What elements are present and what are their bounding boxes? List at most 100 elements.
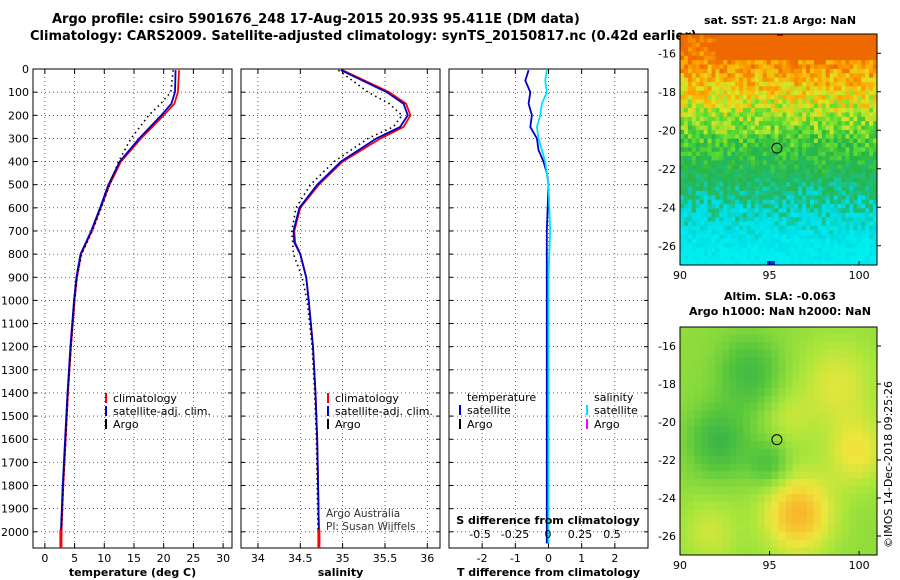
map-cell xyxy=(834,327,843,335)
map-cell xyxy=(699,129,705,135)
map-cell xyxy=(810,121,815,126)
map-cell xyxy=(806,448,815,457)
map-cell xyxy=(829,190,835,196)
map-cell xyxy=(727,151,732,157)
map-cell xyxy=(786,51,791,57)
map-cell xyxy=(829,134,835,140)
map-cell xyxy=(743,208,748,214)
map-cell xyxy=(746,34,752,39)
map-cell xyxy=(810,212,815,218)
map-cell xyxy=(695,51,701,57)
map-cell xyxy=(853,134,858,140)
map-cell xyxy=(841,471,850,480)
map-cell xyxy=(695,60,701,65)
map-cell xyxy=(821,99,827,105)
map-cell xyxy=(703,34,708,39)
map-cell xyxy=(782,243,787,248)
map-cell xyxy=(746,238,752,244)
map-cell xyxy=(750,365,758,373)
map-cell xyxy=(766,251,772,257)
map-cell xyxy=(841,238,846,244)
map-cell xyxy=(829,221,835,227)
map-cell xyxy=(739,177,744,183)
map-cell xyxy=(766,138,772,144)
map-cell xyxy=(813,60,819,65)
map-cell xyxy=(849,34,854,39)
map-cell xyxy=(786,55,791,61)
map-cell xyxy=(735,51,740,57)
map-cell xyxy=(790,73,795,78)
map-cell xyxy=(723,177,728,183)
map-cell xyxy=(798,51,803,57)
map-cell xyxy=(821,147,827,153)
map-cell xyxy=(810,247,815,253)
map-cell xyxy=(687,142,693,148)
map-cell xyxy=(746,199,752,205)
map-cell xyxy=(813,327,822,335)
map-cell xyxy=(834,418,843,427)
map-cell xyxy=(691,51,697,57)
map-cell xyxy=(770,247,775,253)
map-cell xyxy=(821,225,827,231)
map-cell xyxy=(778,509,786,518)
map-cell xyxy=(723,190,728,196)
map-cell xyxy=(790,34,795,39)
map-cell xyxy=(853,217,858,222)
map-cell xyxy=(834,463,843,472)
map-cell xyxy=(719,90,724,96)
map-cell xyxy=(723,217,728,222)
map-cell xyxy=(708,517,716,525)
map-cell xyxy=(680,342,688,351)
series-line-argo xyxy=(290,69,403,532)
map-cell xyxy=(810,47,815,52)
map-cell xyxy=(853,64,858,70)
map-cell xyxy=(849,203,854,209)
map-cell xyxy=(722,395,730,404)
map-cell xyxy=(694,479,702,487)
map-cell xyxy=(861,247,866,253)
map-cell xyxy=(723,86,728,92)
map-cell xyxy=(754,86,760,92)
y-tick-label: -26 xyxy=(658,530,676,543)
map-cell xyxy=(827,349,836,358)
map-cell xyxy=(829,151,835,157)
map-cell xyxy=(715,327,723,335)
map-cell xyxy=(736,524,744,533)
map-cell xyxy=(699,230,705,235)
map-cell xyxy=(736,365,744,373)
map-cell xyxy=(810,225,815,231)
map-cell xyxy=(799,441,808,449)
map-cell xyxy=(715,129,720,135)
map-cell xyxy=(715,251,720,257)
map-cell xyxy=(762,151,768,157)
map-cell xyxy=(794,138,799,144)
map-cell xyxy=(869,501,878,510)
map-cell xyxy=(743,112,748,118)
map-cell xyxy=(750,86,756,92)
map-cell xyxy=(687,55,693,61)
map-cell xyxy=(719,238,724,244)
map-cell xyxy=(735,164,740,170)
map-cell xyxy=(743,327,751,335)
map-cell xyxy=(683,99,689,105)
map-cell xyxy=(810,38,815,44)
map-cell xyxy=(739,247,744,253)
map-cell xyxy=(766,116,772,122)
map-cell xyxy=(853,225,858,231)
map-cell xyxy=(833,64,838,70)
map-cell xyxy=(853,164,858,170)
map-cell xyxy=(687,425,695,434)
map-cell xyxy=(848,334,857,343)
map-cell xyxy=(694,349,702,358)
map-cell xyxy=(699,73,705,78)
map-cell xyxy=(829,164,835,170)
x-tick-label: 36 xyxy=(420,552,434,565)
map-cell xyxy=(799,532,808,541)
map-cell xyxy=(707,186,712,192)
map-cell xyxy=(758,247,764,253)
top-tick-label: 0 xyxy=(545,528,552,541)
map-cell xyxy=(683,121,689,126)
map-cell xyxy=(743,217,748,222)
map-cell xyxy=(708,441,716,449)
map-cell xyxy=(699,147,705,153)
